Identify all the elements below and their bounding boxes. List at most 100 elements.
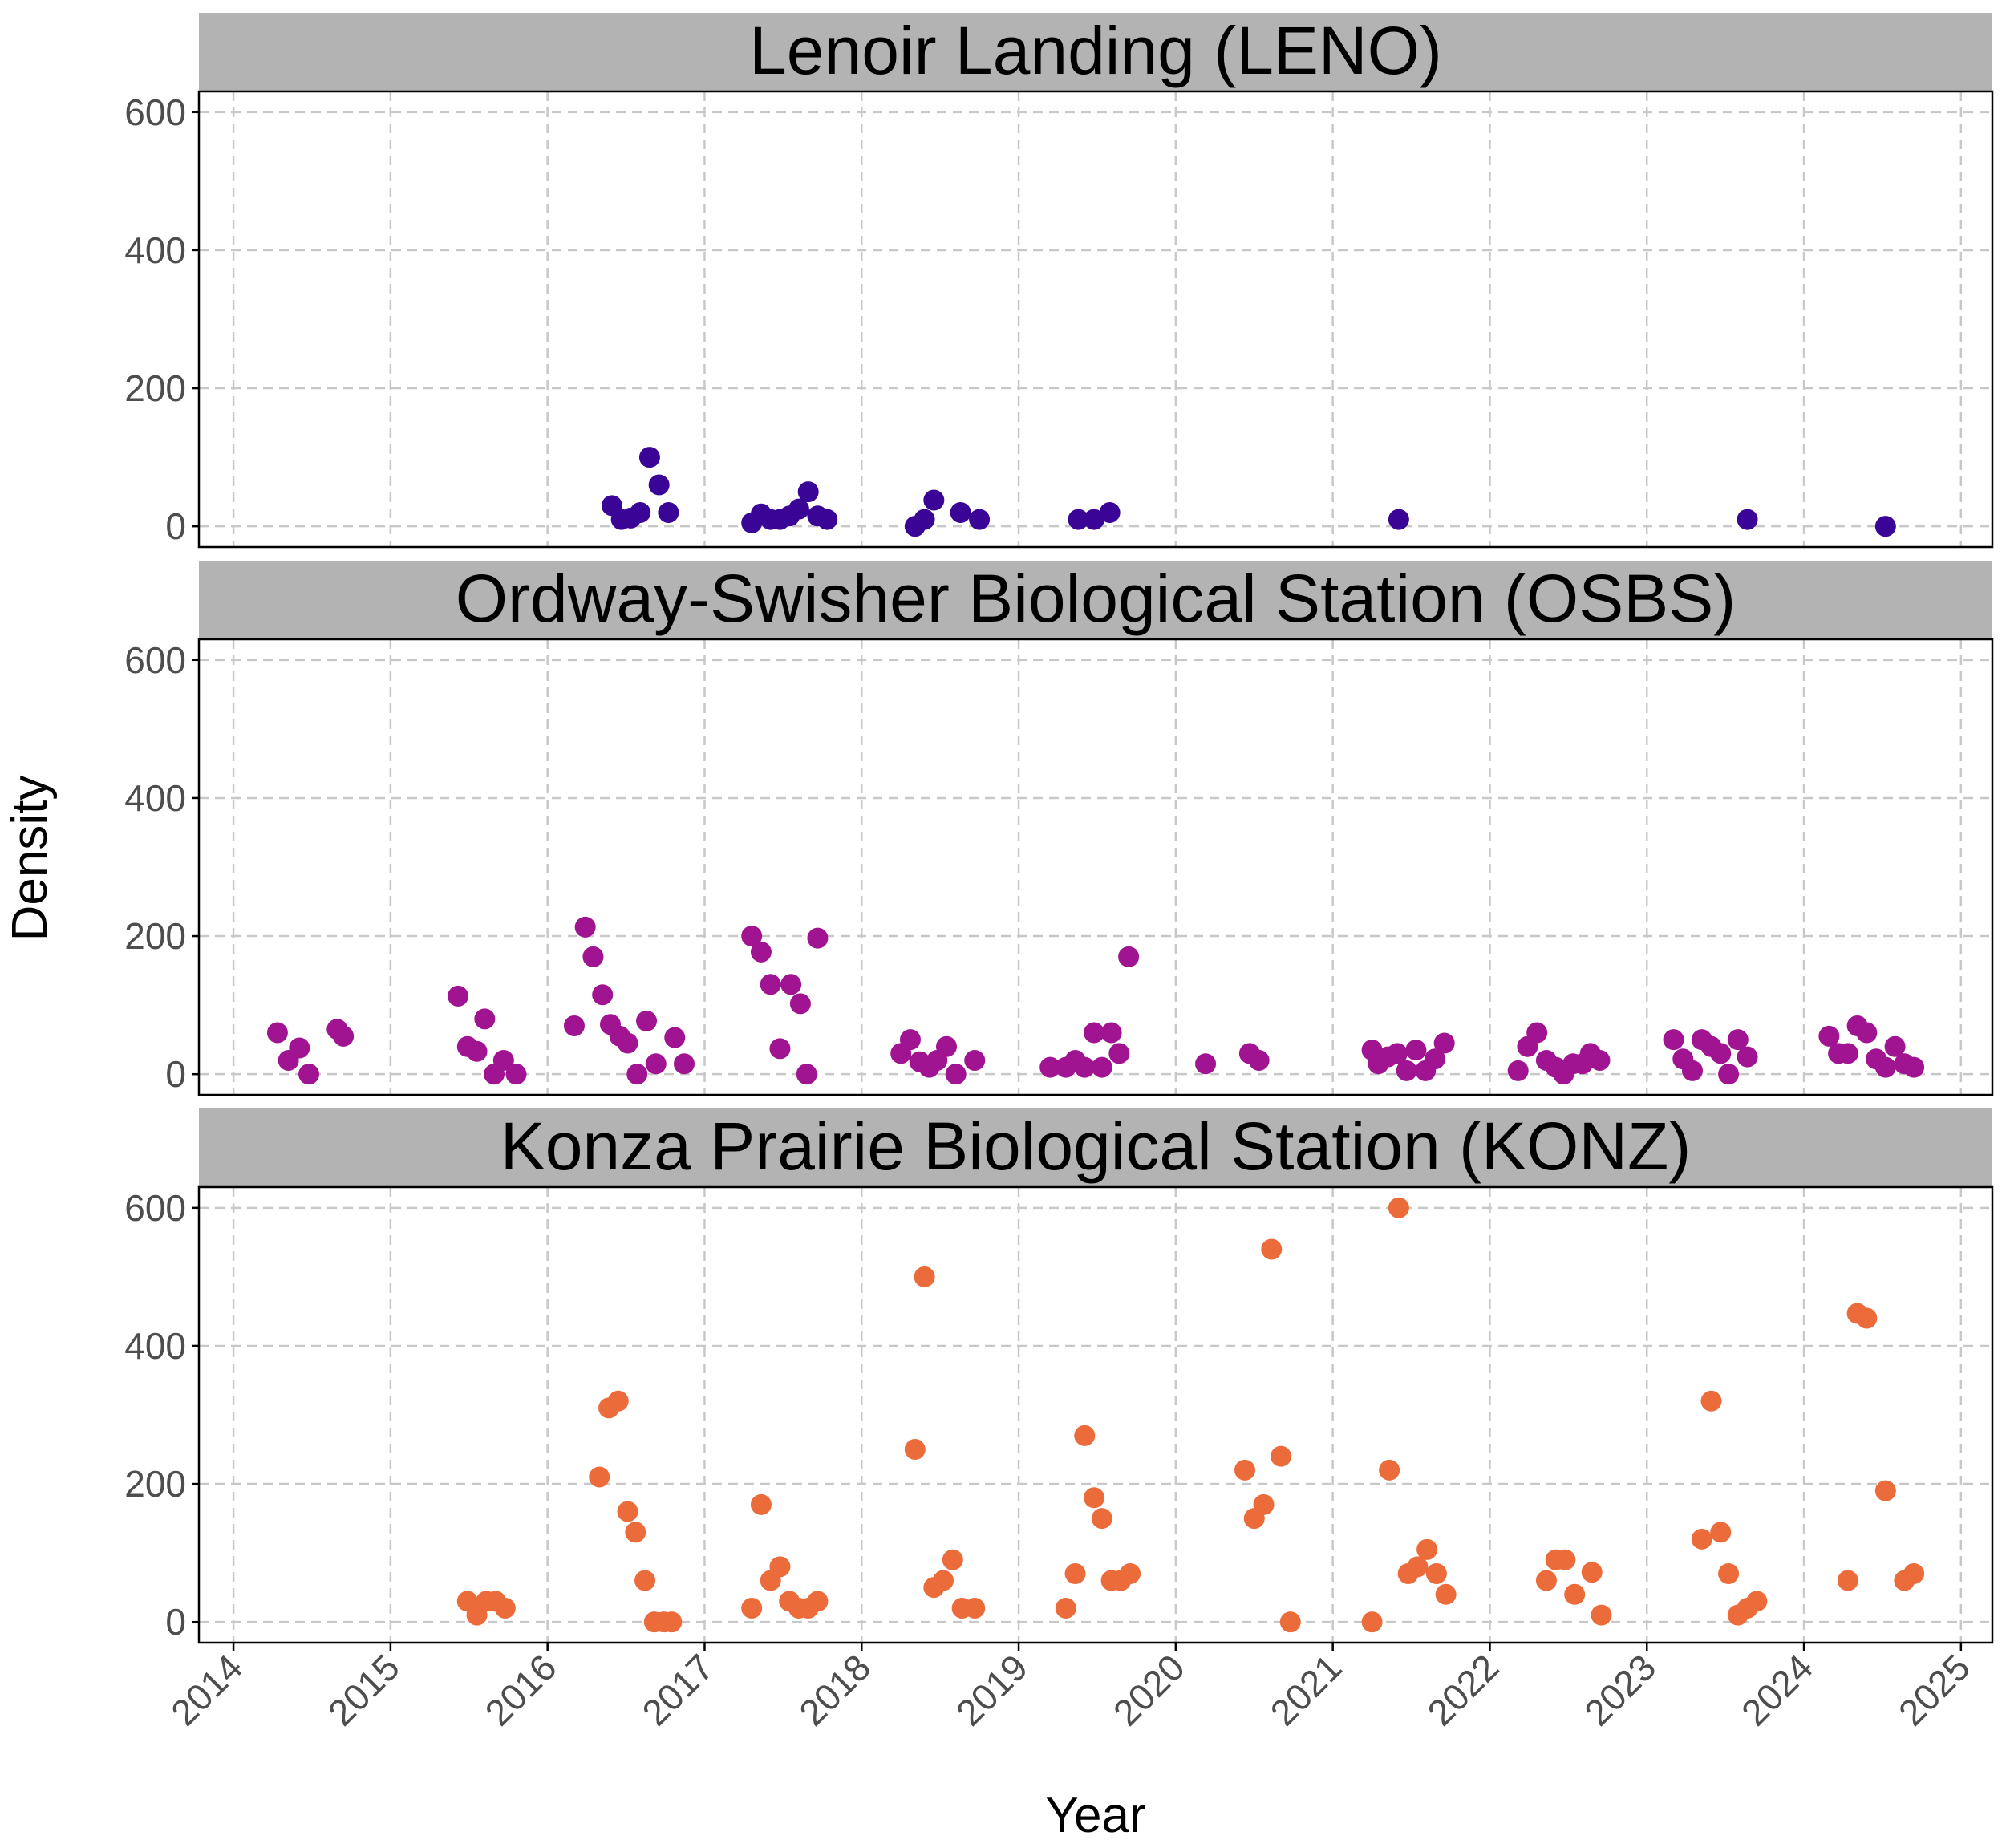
panel-border xyxy=(197,638,1994,1096)
facet-panel: Konza Prairie Biological Station (KONZ) 0… xyxy=(124,1108,1994,1644)
data-point xyxy=(634,1570,656,1591)
data-point xyxy=(1718,1064,1740,1085)
data-point xyxy=(266,1022,288,1044)
x-tick-label: 2023 xyxy=(1576,1646,1664,1733)
data-point xyxy=(741,1597,763,1619)
data-point xyxy=(648,474,670,496)
data-point xyxy=(636,1010,658,1031)
data-point xyxy=(466,1040,488,1062)
data-point xyxy=(945,1064,967,1085)
data-point xyxy=(630,501,651,523)
data-point xyxy=(1589,1049,1611,1071)
data-point xyxy=(1388,1197,1409,1218)
y-tick-label: 200 xyxy=(124,1463,186,1505)
data-point xyxy=(950,501,971,523)
data-point xyxy=(1361,1611,1383,1633)
data-point xyxy=(1279,1611,1301,1633)
data-point xyxy=(1407,1556,1429,1578)
data-point xyxy=(1068,509,1089,530)
data-point xyxy=(1248,1049,1270,1071)
y-axis-title: Density xyxy=(2,776,58,942)
data-point xyxy=(289,1037,310,1059)
data-point xyxy=(796,1064,817,1085)
data-point xyxy=(797,481,819,503)
data-point xyxy=(1388,509,1409,530)
data-point xyxy=(589,1466,610,1488)
data-point xyxy=(645,1053,667,1075)
facet-panel: Lenoir Landing (LENO) 0 200 400 600 xyxy=(124,13,1994,549)
data-point xyxy=(760,974,781,995)
data-point xyxy=(1396,1060,1417,1081)
x-tick-label: 2020 xyxy=(1105,1646,1193,1733)
data-point xyxy=(1108,1043,1130,1064)
data-point xyxy=(741,926,763,947)
x-tick-label: 2015 xyxy=(320,1646,407,1733)
facet-title: Konza Prairie Biological Station (KONZ) xyxy=(500,1108,1692,1184)
data-point xyxy=(1261,1238,1283,1260)
y-tick-label: 400 xyxy=(124,777,186,819)
data-point xyxy=(964,1597,986,1619)
data-point xyxy=(1120,1562,1141,1584)
data-point xyxy=(1746,1591,1768,1612)
x-tick-label: 2025 xyxy=(1891,1646,1978,1733)
data-point xyxy=(617,1501,638,1522)
data-point xyxy=(923,489,945,511)
data-point xyxy=(494,1597,516,1619)
data-point xyxy=(969,509,991,530)
data-point xyxy=(1710,1043,1732,1064)
y-tick-label: 600 xyxy=(124,1187,186,1229)
data-point xyxy=(788,498,809,520)
y-tick-label: 400 xyxy=(124,1325,186,1367)
panel-border xyxy=(197,1185,1994,1644)
x-axis-title: Year xyxy=(1045,1788,1145,1843)
data-point xyxy=(505,1064,527,1085)
data-point xyxy=(1084,1487,1105,1509)
data-point xyxy=(1416,1538,1438,1560)
data-point xyxy=(1682,1060,1704,1081)
y-tick-label: 200 xyxy=(124,367,186,409)
data-point xyxy=(626,1064,648,1085)
data-point xyxy=(750,941,772,962)
data-point xyxy=(1581,1562,1603,1583)
data-point xyxy=(1737,509,1758,530)
data-point xyxy=(1084,1022,1105,1044)
data-point xyxy=(1874,1480,1896,1502)
data-point xyxy=(807,1591,829,1612)
data-point xyxy=(817,509,838,530)
facet-panel: Ordway-Swisher Biological Station (OSBS)… xyxy=(124,561,1994,1096)
y-tick-label: 600 xyxy=(124,639,186,681)
x-tick-label: 2016 xyxy=(477,1646,565,1733)
data-point xyxy=(1100,1022,1122,1044)
data-point xyxy=(492,1049,514,1071)
data-point xyxy=(942,1549,963,1570)
data-point xyxy=(592,984,614,1006)
data-point xyxy=(1433,1032,1455,1054)
data-point xyxy=(448,985,469,1007)
data-point xyxy=(1718,1562,1740,1584)
data-point xyxy=(1874,1056,1896,1078)
data-point xyxy=(1386,1043,1408,1064)
data-point xyxy=(904,1439,926,1461)
data-point xyxy=(625,1522,646,1543)
data-point xyxy=(1425,1562,1447,1584)
data-point xyxy=(807,927,829,949)
data-point xyxy=(914,509,935,530)
data-point xyxy=(1727,1029,1749,1051)
data-point xyxy=(1091,1056,1112,1078)
x-tick-label: 2022 xyxy=(1419,1646,1506,1733)
x-tick-label: 2021 xyxy=(1262,1646,1350,1733)
x-tick-label: 2019 xyxy=(948,1646,1035,1733)
data-point xyxy=(1064,1562,1086,1584)
facet-title: Ordway-Swisher Biological Station (OSBS) xyxy=(456,561,1737,636)
data-point xyxy=(1856,1307,1878,1329)
x-tick-label: 2014 xyxy=(163,1646,250,1733)
y-tick-label: 200 xyxy=(124,915,186,957)
data-point xyxy=(1737,1046,1758,1068)
data-point xyxy=(1091,1508,1112,1530)
data-point xyxy=(1526,1022,1548,1044)
data-point xyxy=(1554,1549,1576,1570)
data-point xyxy=(769,1556,791,1578)
data-point xyxy=(1405,1040,1427,1061)
data-point xyxy=(1118,946,1140,967)
data-point xyxy=(298,1064,320,1085)
